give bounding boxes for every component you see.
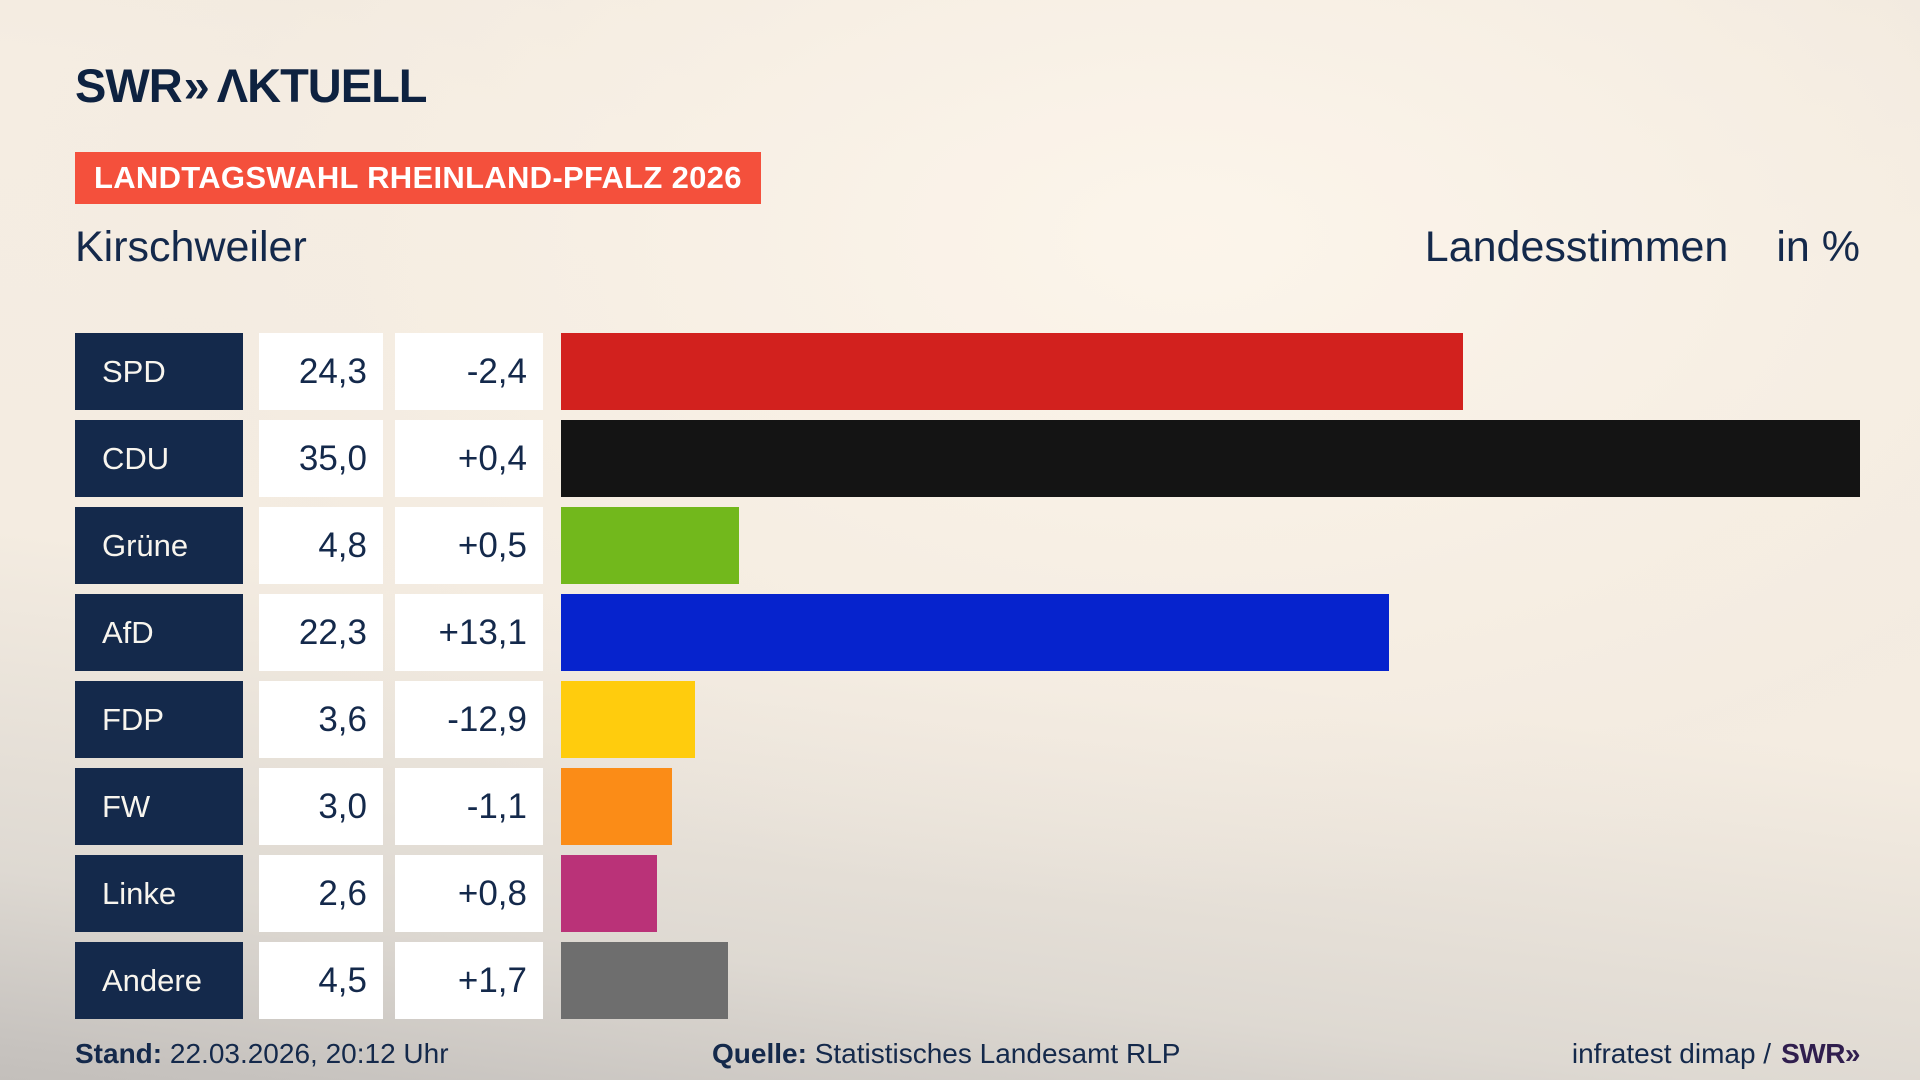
footer: Stand: 22.03.2026, 20:12 Uhr Quelle: Sta… (75, 1034, 1860, 1076)
party-value: 3,6 (259, 681, 383, 758)
municipality-title: Kirschweiler (75, 222, 307, 271)
stand-value: 22.03.2026, 20:12 Uhr (169, 1038, 449, 1069)
stand-label: Stand: (75, 1038, 163, 1069)
party-label: SPD (75, 333, 243, 410)
party-change: +0,5 (395, 507, 543, 584)
party-label: Andere (75, 942, 243, 1019)
credit-source: infratest dimap / (1571, 1038, 1772, 1069)
quelle-value: Statistisches Landesamt RLP (814, 1038, 1181, 1069)
unit-label: in % (1776, 222, 1860, 271)
chart-row: AfD 22,3 +13,1 (75, 594, 1860, 671)
measure-title: Landesstimmen in % (1425, 223, 1860, 272)
chart-row: CDU 35,0 +0,4 (75, 420, 1860, 497)
chart-row: Andere 4,5 +1,7 (75, 942, 1860, 1019)
party-label: AfD (75, 594, 243, 671)
party-change: +1,7 (395, 942, 543, 1019)
party-label: FW (75, 768, 243, 845)
swr-aktuell-logo: SWR» ΛKTUELL (75, 58, 428, 113)
chart-row: FW 3,0 -1,1 (75, 768, 1860, 845)
headline-banner: LANDTAGSWAHL RHEINLAND-PFALZ 2026 (75, 152, 761, 204)
double-chevron-icon: » (183, 59, 210, 112)
party-change: -1,1 (395, 768, 543, 845)
logo-swr-text: SWR (75, 59, 183, 112)
bar (561, 942, 728, 1019)
party-label: Linke (75, 855, 243, 932)
party-value: 4,8 (259, 507, 383, 584)
logo-aktuell-text: ΛKTUELL (216, 59, 428, 112)
chart-row: Linke 2,6 +0,8 (75, 855, 1860, 932)
chart-row: Grüne 4,8 +0,5 (75, 507, 1860, 584)
bar-track (561, 681, 1860, 758)
party-label: CDU (75, 420, 243, 497)
credit-text: infratest dimap / SWR» (1571, 1038, 1861, 1070)
bar-track (561, 768, 1860, 845)
party-value: 4,5 (259, 942, 383, 1019)
measure-label: Landesstimmen (1424, 222, 1729, 271)
bar (561, 333, 1463, 410)
bar-track (561, 594, 1860, 671)
party-change: -2,4 (395, 333, 543, 410)
bar (561, 855, 658, 932)
chart-row: SPD 24,3 -2,4 (75, 333, 1860, 410)
bar (561, 420, 1860, 497)
title-row: Kirschweiler Landesstimmen in % (75, 218, 1860, 276)
bar-track (561, 855, 1860, 932)
stand-text: Stand: 22.03.2026, 20:12 Uhr (75, 1038, 449, 1070)
bar-track (561, 420, 1860, 497)
bar-track (561, 507, 1860, 584)
party-value: 22,3 (259, 594, 383, 671)
bar (561, 594, 1389, 671)
party-value: 24,3 (259, 333, 383, 410)
results-chart: SPD 24,3 -2,4 CDU 35,0 +0,4 Grüne 4,8 +0,5 AfD 22,… (75, 333, 1860, 1019)
party-change: +13,1 (395, 594, 543, 671)
bar (561, 768, 673, 845)
party-change: +0,8 (395, 855, 543, 932)
party-label: Grüne (75, 507, 243, 584)
party-value: 2,6 (259, 855, 383, 932)
party-label: FDP (75, 681, 243, 758)
bar-track (561, 333, 1860, 410)
bar (561, 681, 695, 758)
party-change: +0,4 (395, 420, 543, 497)
chart-row: FDP 3,6 -12,9 (75, 681, 1860, 758)
bar (561, 507, 740, 584)
party-value: 3,0 (259, 768, 383, 845)
bar-track (561, 942, 1860, 1019)
party-value: 35,0 (259, 420, 383, 497)
quelle-label: Quelle: (712, 1038, 807, 1069)
swr-footer-logo: SWR» (1781, 1038, 1860, 1069)
quelle-text: Quelle: Statistisches Landesamt RLP (712, 1038, 1180, 1070)
party-change: -12,9 (395, 681, 543, 758)
